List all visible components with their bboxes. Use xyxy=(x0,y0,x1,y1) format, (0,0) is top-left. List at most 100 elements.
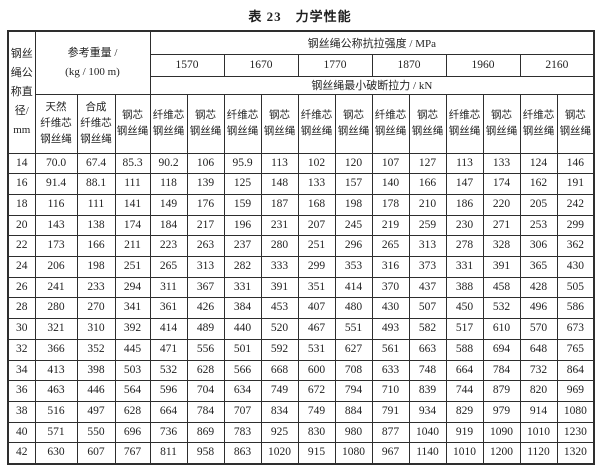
strength-grades-row: 1570 1670 1770 1870 1960 2160 xyxy=(8,53,595,77)
value-cell: 157 xyxy=(334,173,373,195)
reference-weight-header: 参考重量 / (kg / 100 m) xyxy=(34,30,151,95)
table-title: 表 23 力学性能 xyxy=(0,6,600,25)
value-cell: 1080 xyxy=(334,442,373,465)
diameter-cell: 22 xyxy=(7,235,36,258)
value-cell: 493 xyxy=(371,318,410,340)
value-cell: 864 xyxy=(556,359,595,382)
table-row: 24 206 198 251 265 313 282 333 299 353 316 373 331 39… xyxy=(7,256,595,278)
value-cell: 67.4 xyxy=(76,152,116,175)
value-cell: 217 xyxy=(186,214,225,237)
value-cell: 143 xyxy=(34,214,78,237)
value-cell: 586 xyxy=(556,297,595,320)
value-cell: 242 xyxy=(556,193,595,216)
value-cell: 430 xyxy=(556,256,595,278)
value-cell: 118 xyxy=(149,173,188,195)
value-cell: 1200 xyxy=(482,442,521,465)
value-cell: 391 xyxy=(482,256,521,278)
table-row: 32 366 352 445 471 556 501 592 531 627 561 663 588 69… xyxy=(7,338,595,361)
value-cell: 223 xyxy=(149,235,188,258)
value-cell: 830 xyxy=(297,421,336,444)
diameter-cell: 30 xyxy=(7,318,36,340)
value-cell: 106 xyxy=(186,152,225,175)
value-cell: 166 xyxy=(76,235,116,258)
value-cell: 253 xyxy=(519,214,558,237)
value-cell: 588 xyxy=(445,338,484,361)
value-cell: 316 xyxy=(371,256,410,278)
value-cell: 265 xyxy=(149,256,188,278)
value-cell: 1230 xyxy=(556,421,595,444)
value-cell: 430 xyxy=(371,297,410,320)
steel-core-subheader: 钢芯 钢丝绳 xyxy=(260,93,299,154)
value-cell: 90.2 xyxy=(149,152,188,175)
value-cell: 413 xyxy=(34,359,78,382)
table-row: 30 321 310 392 414 489 440 520 467 551 493 582 517 61… xyxy=(7,318,595,340)
value-cell: 979 xyxy=(482,400,521,423)
value-cell: 550 xyxy=(76,421,116,444)
value-cell: 259 xyxy=(408,214,447,237)
value-cell: 664 xyxy=(149,400,188,423)
value-cell: 607 xyxy=(76,442,116,465)
value-cell: 237 xyxy=(223,235,262,258)
value-cell: 749 xyxy=(260,380,299,402)
value-cell: 915 xyxy=(297,442,336,465)
value-cell: 1010 xyxy=(445,442,484,465)
value-cell: 566 xyxy=(223,359,262,382)
value-cell: 168 xyxy=(297,193,336,216)
diameter-cell: 20 xyxy=(7,214,36,237)
value-cell: 280 xyxy=(260,235,299,258)
value-cell: 162 xyxy=(519,173,558,195)
fiber-core-subheader: 纤维芯 钢丝绳 xyxy=(223,93,262,154)
fiber-core-subheader: 纤维芯 钢丝绳 xyxy=(519,93,558,154)
tensile-strength-header: 钢丝绳公称抗拉强度 / MPa xyxy=(149,30,595,55)
diameter-cell: 38 xyxy=(7,400,36,423)
value-cell: 296 xyxy=(334,235,373,258)
steel-core-subheader: 钢芯 钢丝绳 xyxy=(114,93,151,154)
table-row: 26 241 233 294 311 367 331 391 351 414 370 437 388 45… xyxy=(7,276,595,299)
value-cell: 811 xyxy=(149,442,188,465)
value-cell: 113 xyxy=(260,152,299,175)
value-cell: 919 xyxy=(445,421,484,444)
value-cell: 196 xyxy=(223,214,262,237)
value-cell: 668 xyxy=(260,359,299,382)
steel-core-subheader: 钢芯 钢丝绳 xyxy=(482,93,521,154)
value-cell: 672 xyxy=(297,380,336,402)
value-cell: 784 xyxy=(186,400,225,423)
diameter-cell: 40 xyxy=(7,421,36,444)
value-cell: 191 xyxy=(556,173,595,195)
breaking-force-header: 钢丝绳最小破断拉力 / kN xyxy=(149,75,595,95)
value-cell: 648 xyxy=(519,338,558,361)
grade-header-cell: 1770 xyxy=(297,53,373,77)
value-cell: 1320 xyxy=(556,442,595,465)
value-cell: 749 xyxy=(297,400,336,423)
fiber-core-subheader: 纤维芯 钢丝绳 xyxy=(445,93,484,154)
value-cell: 133 xyxy=(297,173,336,195)
value-cell: 450 xyxy=(445,297,484,320)
value-cell: 532 xyxy=(149,359,188,382)
value-cell: 230 xyxy=(445,214,484,237)
value-cell: 501 xyxy=(223,338,262,361)
table-row: 42 630 607 767 811 958 863 1020 915 1080 967 1140 10… xyxy=(7,442,595,465)
diameter-cell: 24 xyxy=(7,256,36,278)
value-cell: 707 xyxy=(223,400,262,423)
value-cell: 748 xyxy=(408,359,447,382)
steel-core-subheader: 钢芯 钢丝绳 xyxy=(186,93,225,154)
value-cell: 353 xyxy=(334,256,373,278)
value-cell: 969 xyxy=(556,380,595,402)
value-cell: 505 xyxy=(556,276,595,299)
value-cell: 663 xyxy=(408,338,447,361)
value-cell: 70.0 xyxy=(34,152,78,175)
value-cell: 736 xyxy=(149,421,188,444)
diameter-cell: 14 xyxy=(7,152,36,175)
value-cell: 210 xyxy=(408,193,447,216)
value-cell: 362 xyxy=(556,235,595,258)
value-cell: 174 xyxy=(114,214,151,237)
grade-header-cell: 2160 xyxy=(519,53,595,77)
value-cell: 166 xyxy=(408,173,447,195)
value-cell: 925 xyxy=(260,421,299,444)
table-row: 28 280 270 341 361 426 384 453 407 480 430 507 450 53… xyxy=(7,297,595,320)
value-cell: 820 xyxy=(519,380,558,402)
value-cell: 370 xyxy=(371,276,410,299)
value-cell: 1090 xyxy=(482,421,521,444)
mechanical-properties-table: 钢丝 绳公 称直 径/ mm 参考重量 / (kg / 100 m) 钢丝绳公称… xyxy=(7,30,596,466)
value-cell: 351 xyxy=(297,276,336,299)
